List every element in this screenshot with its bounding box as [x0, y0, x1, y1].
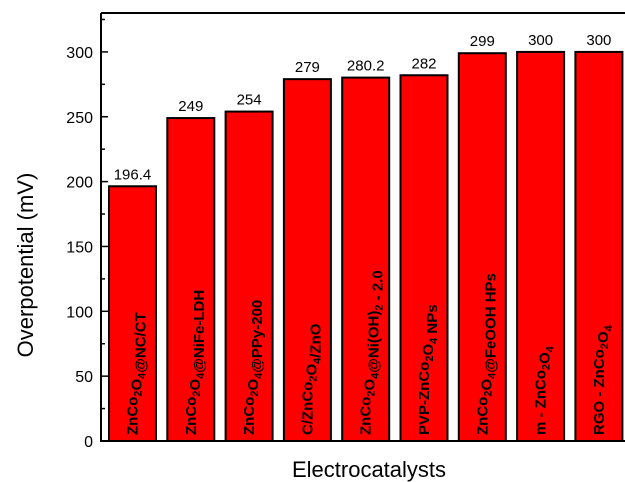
x-axis-title: Electrocatalysts	[292, 457, 446, 482]
bar	[399, 74, 449, 442]
bar-category-label: ZnCo2O4@PPy-200	[241, 300, 266, 435]
bar-category-label: m - ZnCo2O4	[533, 345, 557, 435]
bar-category-label: ZnCo2O4@NiFe-LDH	[183, 290, 208, 435]
bar-category-label: C/ZnCo2O4/ZnO	[299, 323, 324, 435]
bar-value-label: 300	[586, 32, 611, 49]
bar	[282, 78, 332, 443]
y-tick-label: 100	[66, 304, 93, 321]
bar-value-label: 282	[411, 55, 436, 72]
bar-category-label: RGO - ZnCo2O4	[591, 324, 615, 435]
bar	[574, 50, 624, 443]
bar-category-label: ZnCo2O4@Ni(OH)2 - 2.0	[358, 270, 387, 435]
bar	[108, 185, 157, 442]
y-tick-label: 250	[66, 110, 93, 127]
y-tick-label: 300	[66, 45, 93, 62]
y-tick-label: 0	[84, 434, 93, 451]
y-tick-label: 200	[66, 175, 93, 192]
bar	[224, 110, 274, 442]
bar-category-label: ZnCo2O4@NC/CT	[125, 312, 150, 435]
bar-category-label: PVP-ZnCo2O4 NPs	[416, 304, 441, 435]
bar-value-label: 249	[178, 98, 203, 115]
bar-value-label: 300	[528, 32, 553, 49]
bar-value-label: 279	[295, 59, 320, 76]
bar-category-label: ZnCo2O4@FeOOH HPs	[474, 273, 499, 435]
y-axis-title: Overpotential (mV)	[13, 173, 38, 358]
bar-value-label: 299	[470, 33, 495, 50]
y-tick-label: 50	[75, 369, 93, 386]
bar	[516, 50, 566, 443]
bar-value-label: 254	[237, 92, 262, 109]
bar	[341, 76, 391, 443]
bar	[457, 52, 507, 443]
bar-value-label: 280.2	[347, 58, 385, 75]
y-tick-label: 150	[66, 239, 93, 256]
bars: 196.4 ZnCo2O4@NC/CT 249 ZnCo2O4@NiFe-LDH 254…	[108, 32, 624, 443]
bar	[166, 117, 216, 443]
bar-value-label: 196.4	[114, 166, 152, 183]
